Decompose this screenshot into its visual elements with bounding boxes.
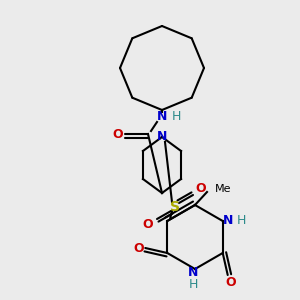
Text: N: N [223,214,233,227]
Text: O: O [196,182,206,196]
Text: H: H [188,278,198,292]
Text: O: O [225,275,236,289]
Text: O: O [143,218,153,232]
Text: N: N [188,266,198,278]
Text: S: S [170,200,180,214]
Text: N: N [157,130,167,143]
Text: H: H [171,110,181,124]
Text: H: H [237,214,246,227]
Text: N: N [157,110,167,124]
Text: O: O [113,128,123,140]
Text: O: O [133,242,144,254]
Text: Me: Me [215,184,232,194]
